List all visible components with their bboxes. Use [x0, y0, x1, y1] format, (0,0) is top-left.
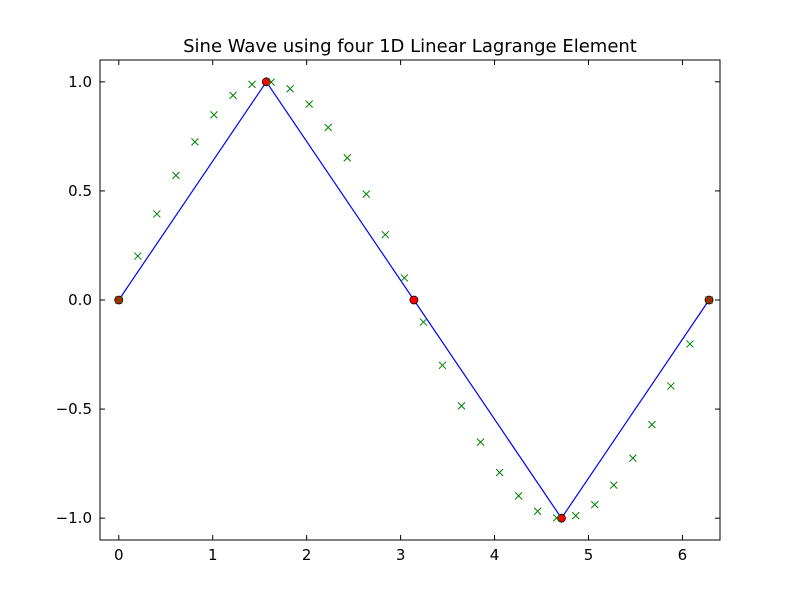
- x-marker-point: [457, 402, 466, 410]
- x-marker-point: [191, 138, 199, 146]
- x-marker-point: [172, 171, 180, 180]
- x-marker-point: [324, 123, 333, 132]
- x-tick-label: 6: [678, 546, 688, 564]
- chart-title: Sine Wave using four 1D Linear Lagrange …: [183, 36, 637, 57]
- x-marker-point: [533, 507, 542, 516]
- x-marker-point: [381, 230, 390, 239]
- x-marker-point: [571, 511, 580, 520]
- x-marker-point: [705, 296, 713, 304]
- x-marker-point: [210, 110, 218, 119]
- x-marker-point: [248, 80, 256, 89]
- x-marker-point: [362, 190, 371, 198]
- plot-area: [114, 77, 714, 523]
- x-marker-point: [229, 91, 237, 100]
- x-tick-label: 0: [114, 546, 124, 564]
- x-marker-point: [686, 340, 694, 348]
- x-marker-point: [419, 318, 428, 326]
- x-tick-label: 2: [302, 546, 312, 564]
- x-marker-point: [514, 492, 523, 500]
- axis-ticks: 0 1 2 3 4 5 6 −1.0 −0.5 0.0 0.5 1.0: [56, 60, 720, 564]
- node-point: [409, 295, 419, 305]
- x-marker-point: [343, 154, 352, 162]
- y-tick-label: 0.0: [68, 291, 92, 309]
- x-marker-point: [267, 78, 275, 86]
- x-marker-point: [628, 454, 637, 462]
- x-marker-point: [648, 420, 656, 429]
- x-marker-point: [133, 252, 142, 260]
- x-marker-point: [609, 481, 618, 490]
- y-tick-label: −0.5: [56, 400, 92, 418]
- x-tick-label: 3: [396, 546, 406, 564]
- y-tick-label: −1.0: [56, 509, 92, 527]
- x-marker-point: [552, 514, 561, 522]
- x-marker-point: [438, 361, 447, 370]
- x-marker-point: [114, 296, 123, 304]
- x-tick-label: 4: [490, 546, 500, 564]
- x-tick-label: 1: [208, 546, 218, 564]
- y-tick-label: 1.0: [68, 73, 92, 91]
- x-marker-point: [495, 468, 504, 477]
- y-tick-label: 0.5: [68, 182, 92, 200]
- x-marker-point: [305, 100, 314, 108]
- x-marker-point: [667, 382, 675, 390]
- x-marker-point: [286, 84, 294, 93]
- x-tick-label: 5: [584, 546, 594, 564]
- x-marker-point: [590, 500, 599, 509]
- x-marker-point: [476, 438, 485, 446]
- x-marker-point: [400, 274, 409, 282]
- x-marker-point: [153, 210, 161, 218]
